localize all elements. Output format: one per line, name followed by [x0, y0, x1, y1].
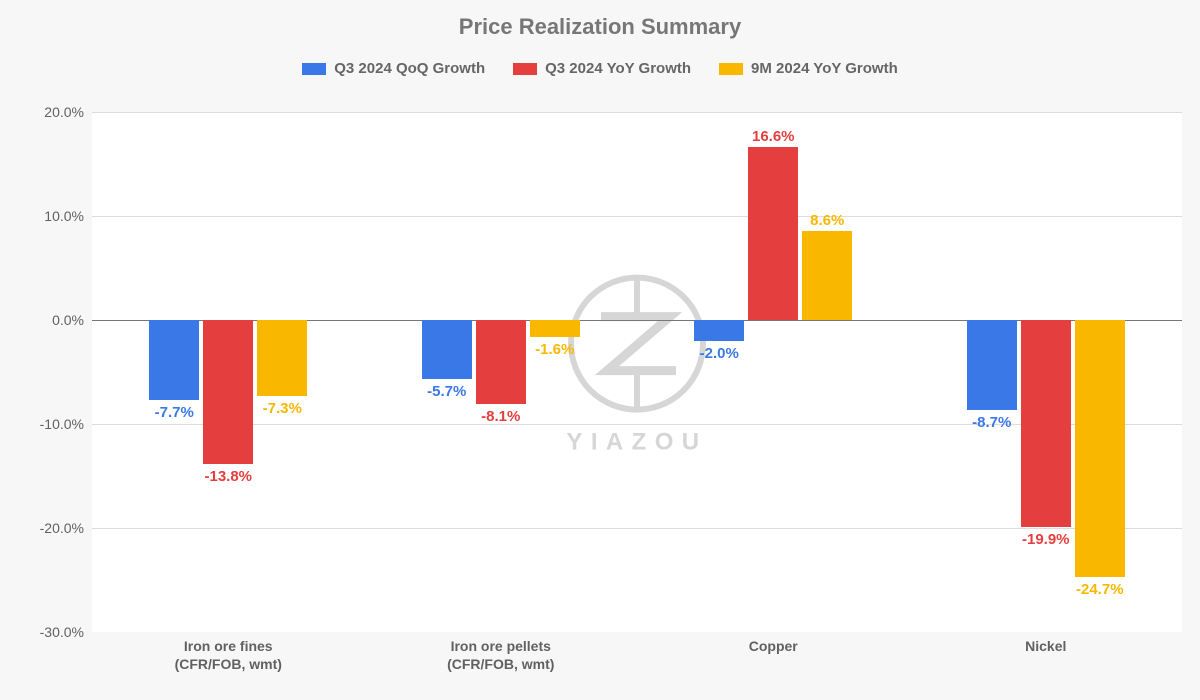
bar-value-label: 8.6%	[810, 212, 844, 229]
bar-value-label: -8.7%	[972, 414, 1011, 431]
y-tick-label: 10.0%	[44, 208, 92, 224]
bar	[476, 320, 526, 404]
bar	[1021, 320, 1071, 527]
legend-item: 9M 2024 YoY Growth	[719, 60, 898, 77]
x-category-label: Nickel	[916, 632, 1175, 656]
gridline	[92, 216, 1182, 217]
bar	[748, 147, 798, 320]
bar	[530, 320, 580, 337]
watermark-logo-icon	[562, 269, 712, 419]
y-tick-label: -30.0%	[40, 624, 92, 640]
bar-value-label: -13.8%	[204, 468, 252, 485]
y-tick-label: -20.0%	[40, 520, 92, 536]
bar-value-label: -5.7%	[427, 383, 466, 400]
legend-label: 9M 2024 YoY Growth	[751, 60, 898, 77]
bar-value-label: -1.6%	[535, 341, 574, 358]
legend-item: Q3 2024 QoQ Growth	[302, 60, 485, 77]
bar	[257, 320, 307, 396]
gridline	[92, 528, 1182, 529]
bar-value-label: 16.6%	[752, 128, 795, 145]
y-tick-label: 0.0%	[52, 312, 92, 328]
bar-value-label: -7.7%	[155, 404, 194, 421]
legend-label: Q3 2024 QoQ Growth	[334, 60, 485, 77]
price-realization-chart: Price Realization Summary Q3 2024 QoQ Gr…	[0, 0, 1200, 700]
y-tick-label: -10.0%	[40, 416, 92, 432]
legend-swatch-icon	[513, 63, 537, 75]
y-tick-label: 20.0%	[44, 104, 92, 120]
bar-value-label: -2.0%	[700, 345, 739, 362]
bar	[203, 320, 253, 464]
plot-area: YIAZOU 20.0%10.0%0.0%-10.0%-20.0%-30.0%I…	[92, 112, 1182, 632]
x-category-label: Copper	[644, 632, 903, 656]
legend-swatch-icon	[719, 63, 743, 75]
legend-item: Q3 2024 YoY Growth	[513, 60, 691, 77]
bar	[802, 231, 852, 320]
gridline	[92, 424, 1182, 425]
x-category-label: Iron ore pellets (CFR/FOB, wmt)	[371, 632, 630, 673]
bar	[967, 320, 1017, 410]
bar	[149, 320, 199, 400]
legend-label: Q3 2024 YoY Growth	[545, 60, 691, 77]
bar-value-label: -19.9%	[1022, 531, 1070, 548]
zero-line	[92, 320, 1182, 321]
x-category-label: Iron ore fines (CFR/FOB, wmt)	[99, 632, 358, 673]
watermark: YIAZOU	[562, 269, 712, 457]
bar-value-label: -7.3%	[263, 400, 302, 417]
bar	[422, 320, 472, 379]
bar-value-label: -8.1%	[481, 408, 520, 425]
chart-legend: Q3 2024 QoQ Growth Q3 2024 YoY Growth 9M 2…	[0, 60, 1200, 77]
bar	[694, 320, 744, 341]
watermark-text: YIAZOU	[566, 429, 707, 457]
legend-swatch-icon	[302, 63, 326, 75]
bar-value-label: -24.7%	[1076, 581, 1124, 598]
gridline	[92, 112, 1182, 113]
bar	[1075, 320, 1125, 577]
chart-title: Price Realization Summary	[0, 14, 1200, 40]
